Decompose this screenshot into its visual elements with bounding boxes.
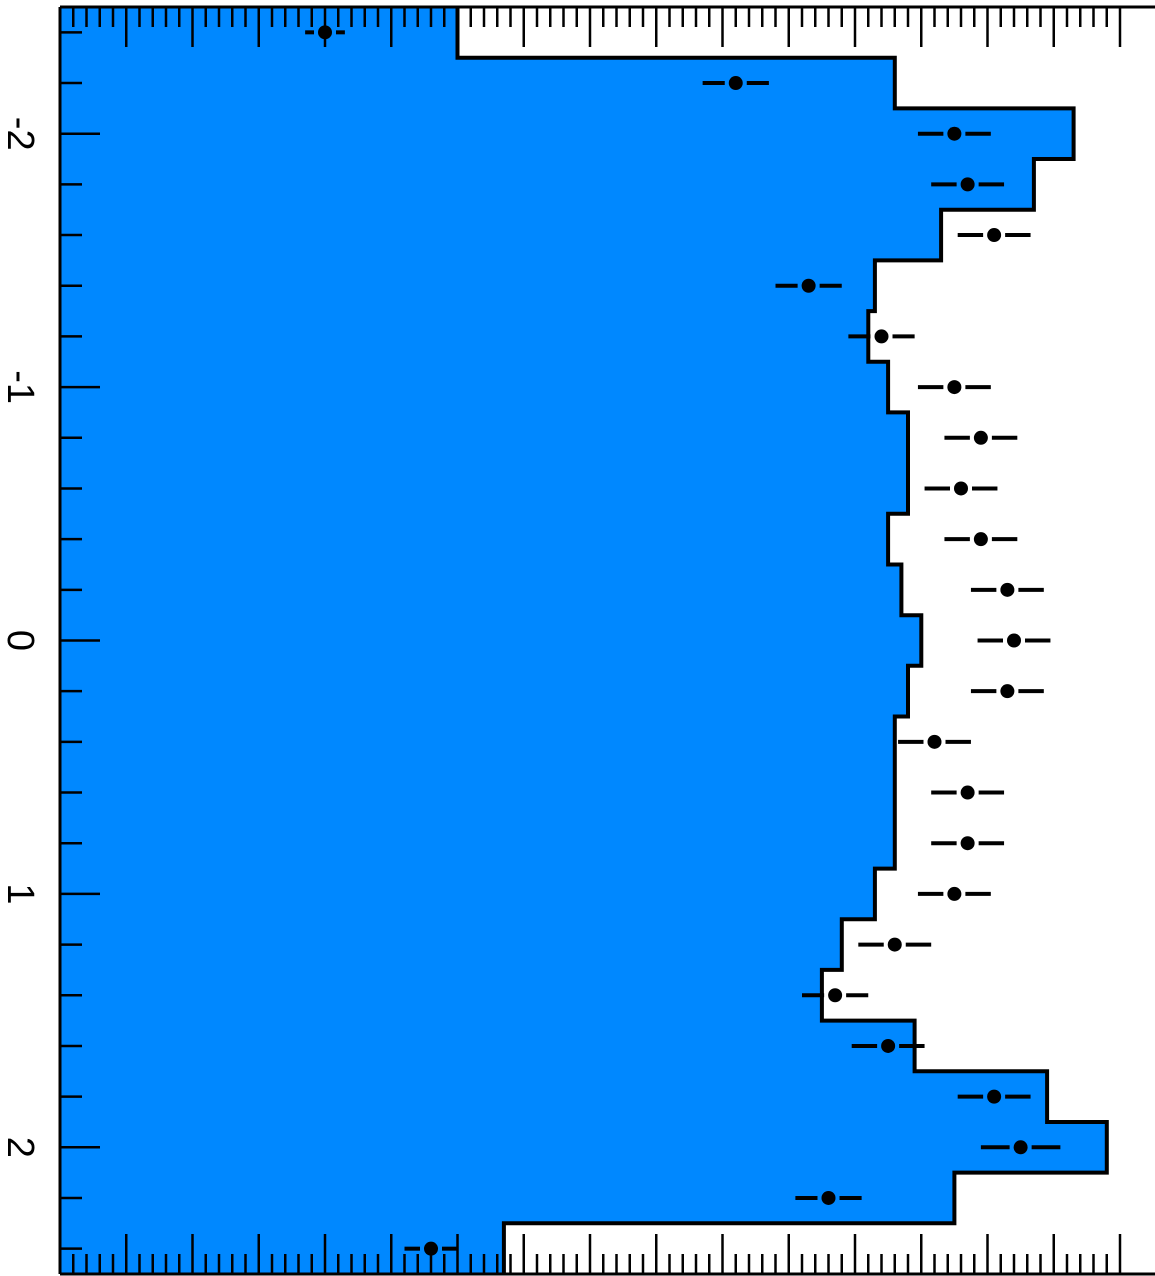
data-point <box>728 76 743 91</box>
data-point <box>973 430 988 445</box>
data-point <box>828 988 843 1003</box>
data-point <box>801 278 816 293</box>
data-point <box>987 228 1002 243</box>
x-tick-label: 2 <box>0 1137 41 1158</box>
data-point <box>1000 582 1015 597</box>
data-point <box>960 785 975 800</box>
x-tick-label: 0 <box>0 630 41 651</box>
data-point <box>1007 633 1021 648</box>
data-point <box>1013 1140 1028 1155</box>
histogram-fill <box>60 7 1107 1274</box>
histogram-layer <box>60 7 1109 1274</box>
data-points <box>305 25 1061 1256</box>
data-point <box>821 1190 836 1205</box>
data-point <box>947 886 962 901</box>
data-point <box>874 329 889 344</box>
data-point <box>947 126 962 141</box>
data-point <box>1000 684 1015 699</box>
tick-labels: -2 -1 0 1 2 <box>0 117 41 1158</box>
data-point <box>954 481 968 496</box>
data-point <box>960 177 975 192</box>
data-point <box>987 1089 1002 1104</box>
axis-ticks <box>58 7 1122 1274</box>
data-point <box>973 532 988 547</box>
x-tick-label: 1 <box>0 883 41 904</box>
data-point <box>424 1241 438 1256</box>
data-point <box>318 25 332 40</box>
x-tick-label: -1 <box>0 370 41 404</box>
data-point <box>927 734 942 749</box>
data-point <box>960 836 975 851</box>
data-point <box>881 1038 896 1053</box>
data-point <box>887 937 902 952</box>
x-tick-label: -2 <box>0 117 41 151</box>
histogram-outline <box>455 7 1109 1274</box>
data-point <box>947 380 962 395</box>
